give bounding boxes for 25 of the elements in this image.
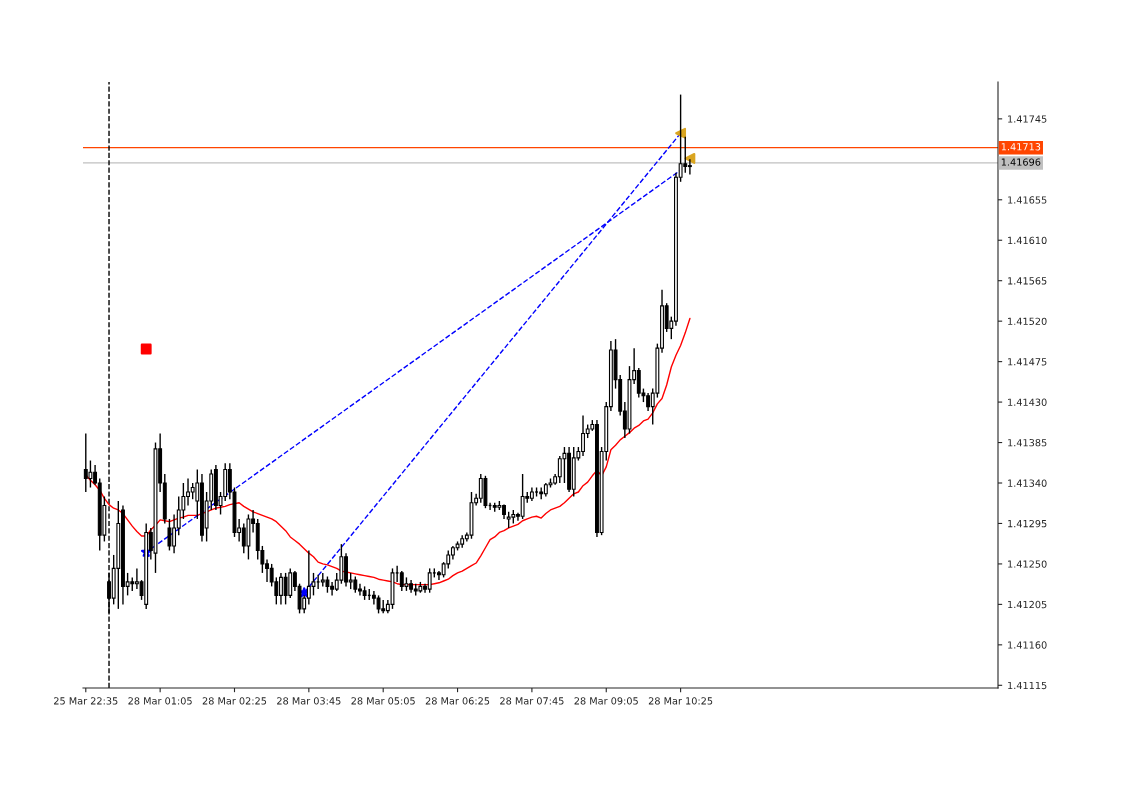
y-tick-label: 1.41160 xyxy=(1008,641,1047,649)
y-tick-label: 1.41475 xyxy=(1008,358,1047,366)
y-tick-label: 1.41250 xyxy=(1008,560,1047,568)
x-tick-label: 28 Mar 06:25 xyxy=(425,697,490,705)
y-tick-label: 1.41205 xyxy=(1008,600,1047,609)
y-tick-label: 1.41430 xyxy=(1008,398,1047,406)
y-tick-label: 1.41295 xyxy=(1008,519,1047,528)
x-tick-label: 28 Mar 09:05 xyxy=(574,697,638,705)
y-tick-label: 1.41565 xyxy=(1008,277,1047,285)
x-tick-label: 28 Mar 07:45 xyxy=(500,697,564,705)
x-tick-label: 28 Mar 02:25 xyxy=(202,697,267,705)
y-tick-label: 1.41115 xyxy=(1008,681,1047,690)
x-tick-label: 28 Mar 01:05 xyxy=(128,697,192,705)
y-tick-label: 1.41385 xyxy=(1008,439,1047,447)
ref-line-label: 1.41696 xyxy=(1001,158,1041,166)
y-tick-label: 1.41610 xyxy=(1008,236,1047,245)
y-tick-label: 1.41655 xyxy=(1008,196,1047,204)
x-tick-label: 28 Mar 03:45 xyxy=(277,697,341,705)
y-tick-label: 1.41745 xyxy=(1008,115,1047,123)
x-tick-label: 28 Mar 05:05 xyxy=(351,697,415,705)
y-tick-label: 1.41520 xyxy=(1008,317,1047,325)
x-tick-label: 28 Mar 10:25 xyxy=(648,697,713,705)
ref-line-label: 1.41713 xyxy=(1001,143,1041,151)
x-tick-label: 25 Mar 22:35 xyxy=(54,697,118,705)
y-tick-label: 1.41340 xyxy=(1008,479,1047,487)
